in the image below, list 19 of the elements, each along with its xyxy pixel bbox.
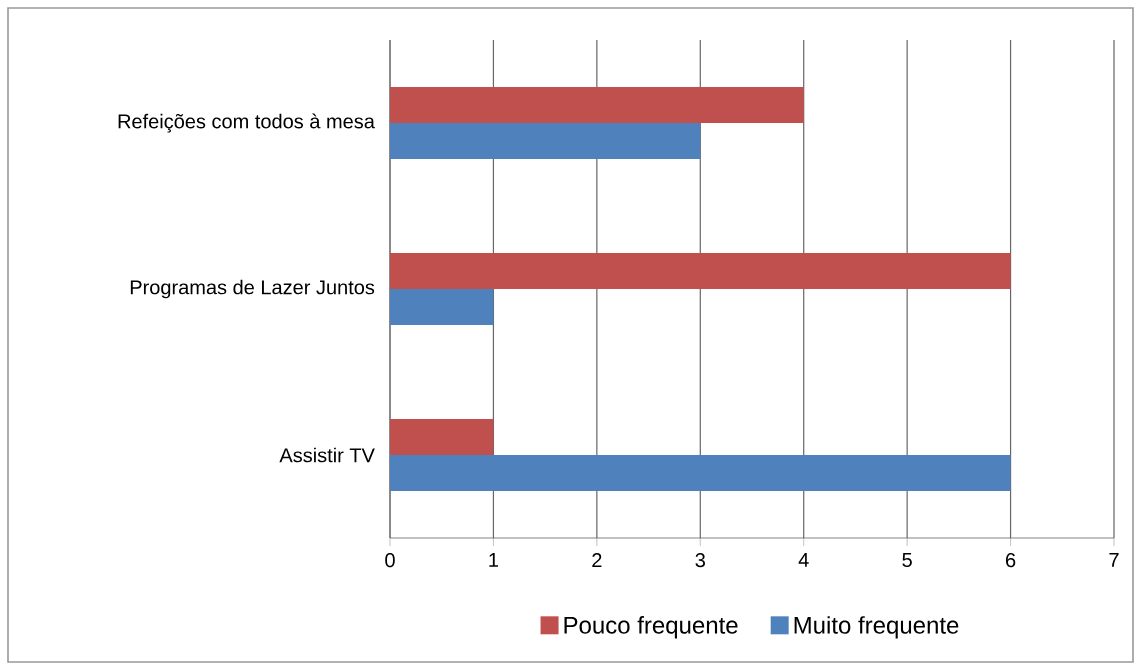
x-tick-label: 6 (1006, 553, 1016, 568)
x-tick-label: 4 (798, 553, 809, 567)
y-tick-label: Refeições com todos à mesa (118, 113, 375, 133)
y-tick-label: Programas de Lazer Juntos (130, 279, 375, 299)
x-tick-label: 0 (385, 553, 395, 568)
x-tick-label: 7 (1109, 553, 1119, 567)
bar (390, 253, 1011, 289)
bar (390, 289, 494, 325)
bar (390, 455, 1011, 491)
bar (390, 87, 804, 124)
x-tick-label: 5 (902, 553, 912, 568)
legend-label: Muito frequente (794, 616, 959, 639)
bar (390, 123, 701, 160)
legend-label: Pouco frequente (564, 616, 738, 639)
x-tick-label: 1 (489, 553, 499, 567)
y-tick-label: Assistir TV (279, 447, 375, 463)
x-tick-label: 3 (695, 553, 705, 568)
x-tick-label: 2 (592, 553, 602, 568)
bar (390, 419, 494, 455)
